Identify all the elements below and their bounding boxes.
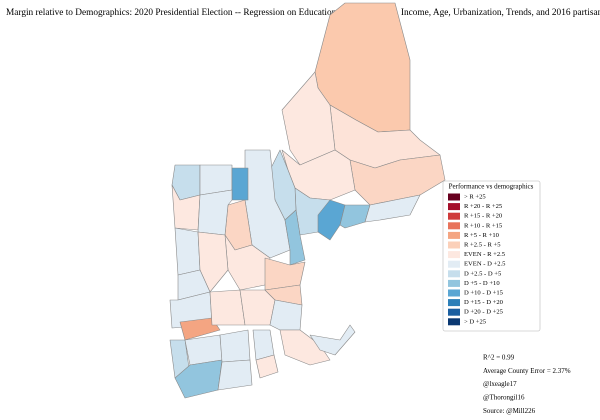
legend-label: D +2.5 - D +5 (464, 270, 502, 277)
legend-items: > R +25 R +20 - R +25 R +15 - R +20 R +10 -… (448, 193, 506, 326)
county (197, 231, 229, 293)
county (174, 227, 201, 276)
legend-swatch (448, 251, 460, 259)
map (169, 2, 446, 399)
legend-swatch (448, 203, 460, 211)
legend-swatch (448, 260, 460, 268)
legend-label: D +20 - D +25 (464, 309, 504, 316)
map-title: Margin relative to Demographics: 2020 Pr… (6, 8, 600, 18)
county (209, 289, 246, 326)
county (219, 329, 251, 363)
county (184, 334, 223, 366)
legend-label: R +10 - R +15 (464, 222, 503, 229)
county (349, 154, 446, 206)
note: @lxeagle17 (483, 380, 517, 388)
county (269, 299, 303, 331)
note: @Thorongil16 (483, 394, 525, 402)
legend-swatch (448, 289, 460, 297)
county (252, 329, 275, 361)
legend-title: Performance vs demographics (449, 183, 534, 191)
legend: Performance vs demographics > R +25 R +20… (442, 180, 541, 332)
legend-swatch (448, 193, 460, 201)
county (309, 324, 356, 356)
legend-swatch (448, 241, 460, 249)
county (255, 354, 279, 379)
notes: R^2 = 0.99 Average County Error = 2.37% @l… (483, 354, 571, 415)
county (179, 317, 221, 341)
legend-swatch (448, 212, 460, 220)
legend-box (442, 180, 541, 332)
legend-label: > R +25 (464, 194, 486, 201)
legend-swatch (448, 308, 460, 316)
county (217, 359, 253, 391)
note: Average County Error = 2.37% (483, 367, 571, 375)
legend-label: D +5 - D +10 (464, 280, 500, 287)
legend-label: R +20 - R +25 (464, 203, 503, 210)
legend-swatch (448, 279, 460, 287)
legend-label: EVEN - D +2.5 (464, 261, 506, 268)
legend-label: R +15 - R +20 (464, 213, 503, 220)
legend-label: > D +25 (464, 318, 487, 325)
legend-swatch (448, 222, 460, 230)
legend-label: D +15 - D +20 (464, 299, 504, 306)
legend-swatch (448, 299, 460, 307)
county (231, 167, 249, 201)
county (264, 257, 306, 291)
legend-label: D +10 - D +15 (464, 290, 504, 297)
note: Source: @Mill226 (483, 407, 536, 415)
legend-label: R +5 - R +10 (464, 232, 500, 239)
county (239, 289, 276, 326)
county (279, 329, 331, 366)
legend-swatch (448, 318, 460, 326)
legend-label: R +2.5 - R +5 (464, 242, 501, 249)
county (339, 204, 371, 229)
county (284, 209, 306, 266)
legend-label: EVEN - R +2.5 (464, 251, 506, 258)
note: R^2 = 0.99 (483, 354, 515, 362)
legend-swatch (448, 231, 460, 239)
county (364, 194, 421, 223)
legend-swatch (448, 270, 460, 278)
